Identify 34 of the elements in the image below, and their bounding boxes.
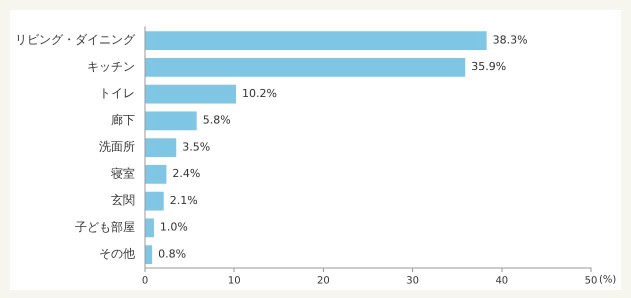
x-tick-label: 50 [584, 276, 598, 287]
data-label: 38.3% [492, 33, 528, 46]
data-label: 2.4% [172, 167, 200, 180]
bar [146, 218, 154, 238]
bar [146, 164, 166, 184]
y-tick-label: 洗面所 [99, 140, 135, 154]
x-tick-label: 10 [228, 276, 241, 287]
x-axis-title: (%) [599, 274, 616, 286]
y-tick-label: トイレ [99, 86, 135, 100]
data-label: 3.5% [182, 140, 210, 154]
bar [146, 84, 236, 104]
y-tick-label: 寝室 [111, 166, 135, 180]
data-label: 1.0% [160, 220, 188, 234]
x-tick-label: 40 [495, 276, 508, 287]
bar [146, 245, 152, 264]
bar [146, 58, 466, 77]
bar [146, 31, 487, 50]
data-label: 10.2% [242, 86, 277, 100]
bar [146, 192, 164, 210]
y-tick-label: 廊下 [111, 112, 135, 127]
data-label: 35.9% [471, 60, 506, 74]
x-tick-label: 0 [142, 276, 148, 287]
bar [146, 111, 197, 130]
y-tick-label: 玄関 [111, 193, 135, 208]
y-tick-label: 子ども部屋 [75, 220, 135, 234]
y-tick-label: キッチン [87, 59, 135, 74]
x-tick-label: 20 [317, 276, 330, 287]
bar [146, 138, 176, 157]
data-label: 0.8% [158, 247, 186, 260]
y-tick-label: その他 [99, 246, 135, 261]
data-label: 5.8% [202, 114, 231, 127]
x-tick-label: 30 [406, 276, 419, 287]
data-label: 2.1% [170, 194, 198, 207]
y-tick-label: リビング・ダイニング [15, 32, 136, 47]
